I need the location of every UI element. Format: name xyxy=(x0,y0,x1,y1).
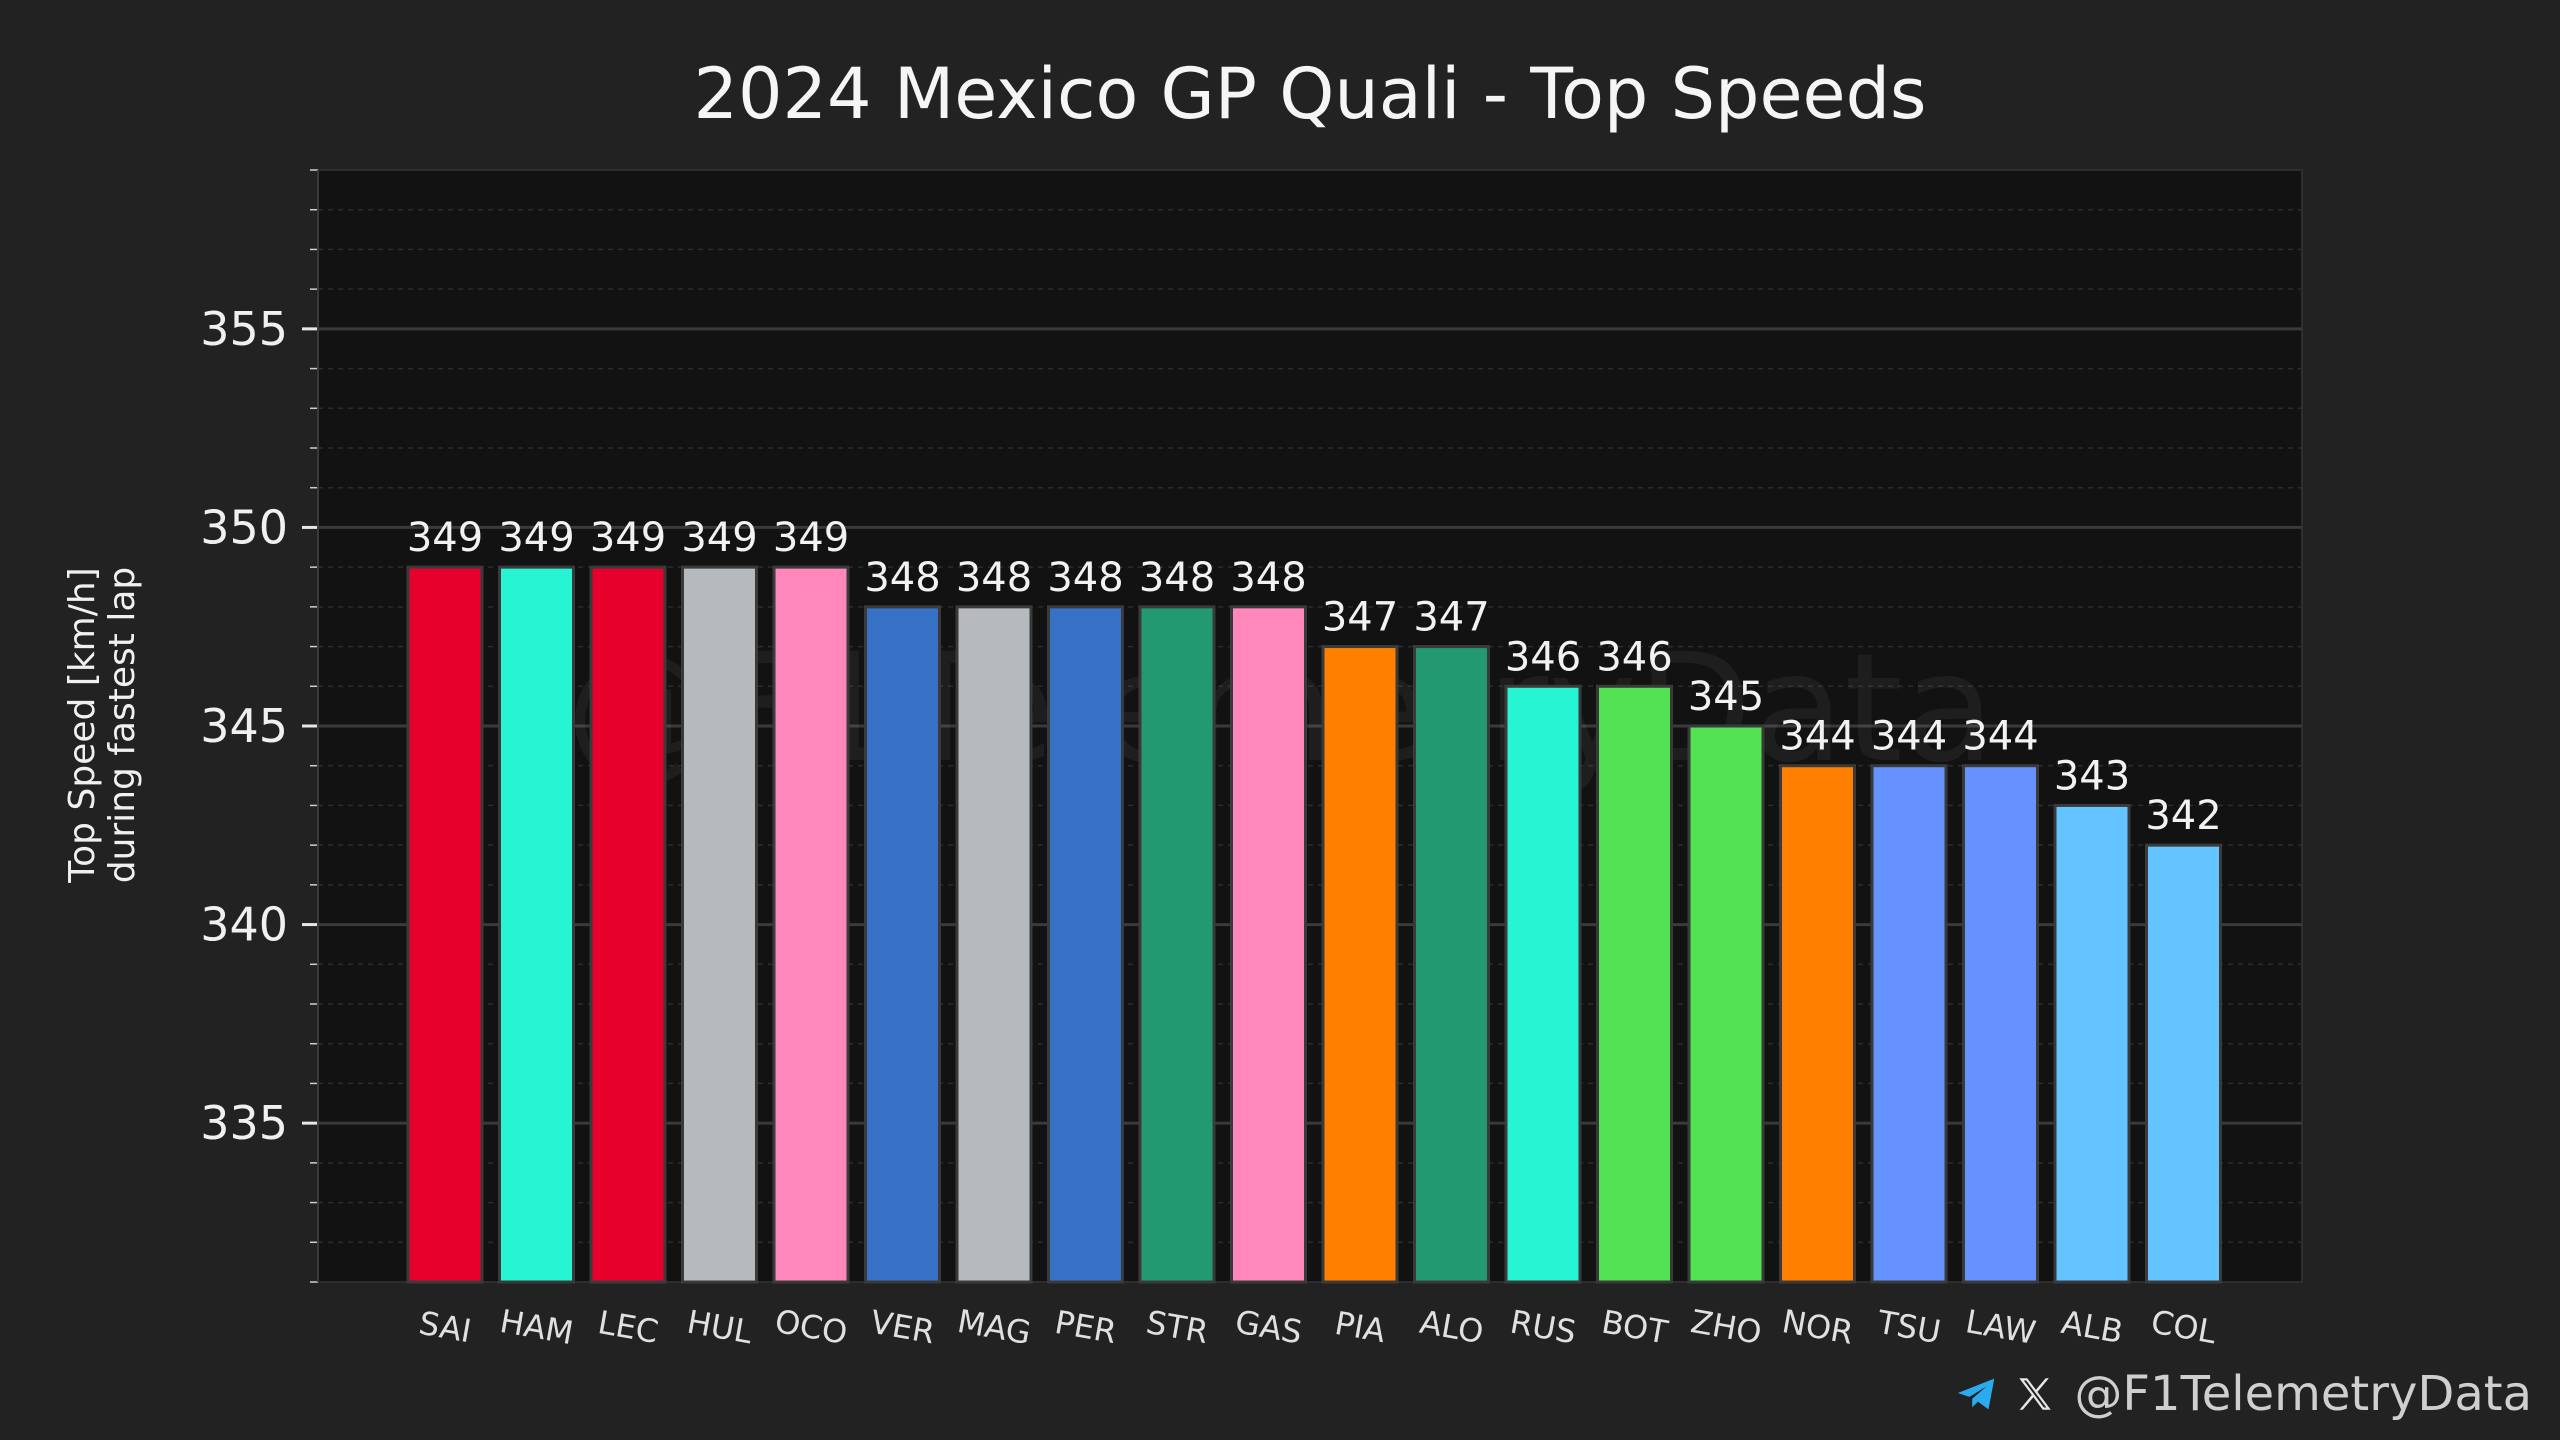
bar-value-label: 349 xyxy=(407,515,483,561)
footer-credit: @F1TelemetryData xyxy=(1954,1366,2532,1422)
y-tick-label: 350 xyxy=(200,500,288,554)
bar-per xyxy=(1047,605,1124,1284)
bar-pia xyxy=(1321,645,1399,1284)
bar-value-label: 349 xyxy=(681,515,757,561)
bar-value-label: 344 xyxy=(1779,714,1855,760)
bar-zho xyxy=(1687,724,1765,1284)
bar-value-label: 346 xyxy=(1505,634,1581,680)
x-tick-label: BOT xyxy=(1599,1303,1671,1352)
x-tick-label: TSU xyxy=(1874,1303,1944,1352)
bar-value-label: 342 xyxy=(2145,793,2221,839)
y-tick-label: 345 xyxy=(200,699,288,753)
y-axis-label: Top Speed [km/h] during fastest lap xyxy=(62,567,143,884)
bar-value-label: 347 xyxy=(1322,595,1398,641)
bar-bot xyxy=(1596,684,1673,1284)
bar-value-label: 349 xyxy=(773,515,849,561)
y-tick-label: 355 xyxy=(200,302,288,356)
bar-value-label: 348 xyxy=(1139,555,1215,601)
bar-value-label: 346 xyxy=(1596,634,1672,680)
bar-oco xyxy=(772,565,850,1284)
bar-value-label: 348 xyxy=(956,555,1032,601)
bar-value-label: 344 xyxy=(1962,714,2038,760)
x-tick-label: RUS xyxy=(1507,1303,1579,1352)
bar-gas xyxy=(1230,605,1307,1284)
x-tick-label: LEC xyxy=(595,1303,661,1351)
x-tick-label: HUL xyxy=(684,1303,755,1352)
y-tick-label: 335 xyxy=(200,1096,288,1150)
bar-law xyxy=(1962,764,2039,1284)
bar-ver xyxy=(864,605,941,1284)
x-tick-label: HAM xyxy=(497,1302,576,1352)
telegram-icon xyxy=(1954,1371,2000,1417)
bar-value-label: 343 xyxy=(2054,753,2130,799)
x-tick-label: NOR xyxy=(1779,1302,1856,1352)
bar-value-label: 348 xyxy=(864,555,940,601)
x-tick-label: PIA xyxy=(1332,1304,1389,1350)
chart-title: 2024 Mexico GP Quali - Top Speeds xyxy=(693,53,1926,135)
bar-mag xyxy=(955,605,1033,1284)
y-axis-label-line: during fastest lap xyxy=(102,567,143,884)
x-tick-label: ZHO xyxy=(1688,1302,1765,1352)
x-tick-label: VER xyxy=(868,1303,938,1352)
x-tick-label: ALO xyxy=(1417,1303,1486,1351)
footer-handle: @F1TelemetryData xyxy=(2074,1366,2532,1422)
bar-alb xyxy=(2053,803,2131,1284)
x-tick-label: ALB xyxy=(2059,1303,2126,1351)
bar-nor xyxy=(1779,764,1856,1284)
x-icon xyxy=(2014,1371,2060,1417)
bar-value-label: 344 xyxy=(1871,714,1947,760)
x-tick-label: MAG xyxy=(955,1302,1034,1352)
bar-str xyxy=(1138,605,1216,1284)
bar-value-label: 349 xyxy=(498,515,574,561)
x-tick-label: LAW xyxy=(1963,1302,2039,1352)
y-tick-label: 340 xyxy=(200,898,288,952)
bar-rus xyxy=(1504,684,1582,1284)
bar-hul xyxy=(681,565,758,1284)
x-tick-label: COL xyxy=(2148,1303,2219,1352)
bar-value-label: 348 xyxy=(1230,555,1306,601)
bar-value-label: 348 xyxy=(1047,555,1123,601)
bar-ham xyxy=(498,565,575,1284)
x-tick-label: OCO xyxy=(772,1302,850,1352)
x-tick-label: STR xyxy=(1143,1303,1211,1351)
x-tick-label: GAS xyxy=(1232,1302,1305,1351)
bar-lec xyxy=(589,565,667,1284)
bar-sai xyxy=(406,565,484,1284)
bar-alo xyxy=(1413,645,1490,1284)
bar-value-label: 345 xyxy=(1688,674,1764,720)
bar-tsu xyxy=(1870,764,1948,1284)
bar-col xyxy=(2145,843,2222,1284)
x-tick-label: PER xyxy=(1052,1303,1119,1351)
y-axis-label-line: Top Speed [km/h] xyxy=(62,567,103,883)
bar-value-label: 349 xyxy=(590,515,666,561)
x-tick-label: SAI xyxy=(416,1304,474,1350)
bar-value-label: 347 xyxy=(1413,595,1489,641)
